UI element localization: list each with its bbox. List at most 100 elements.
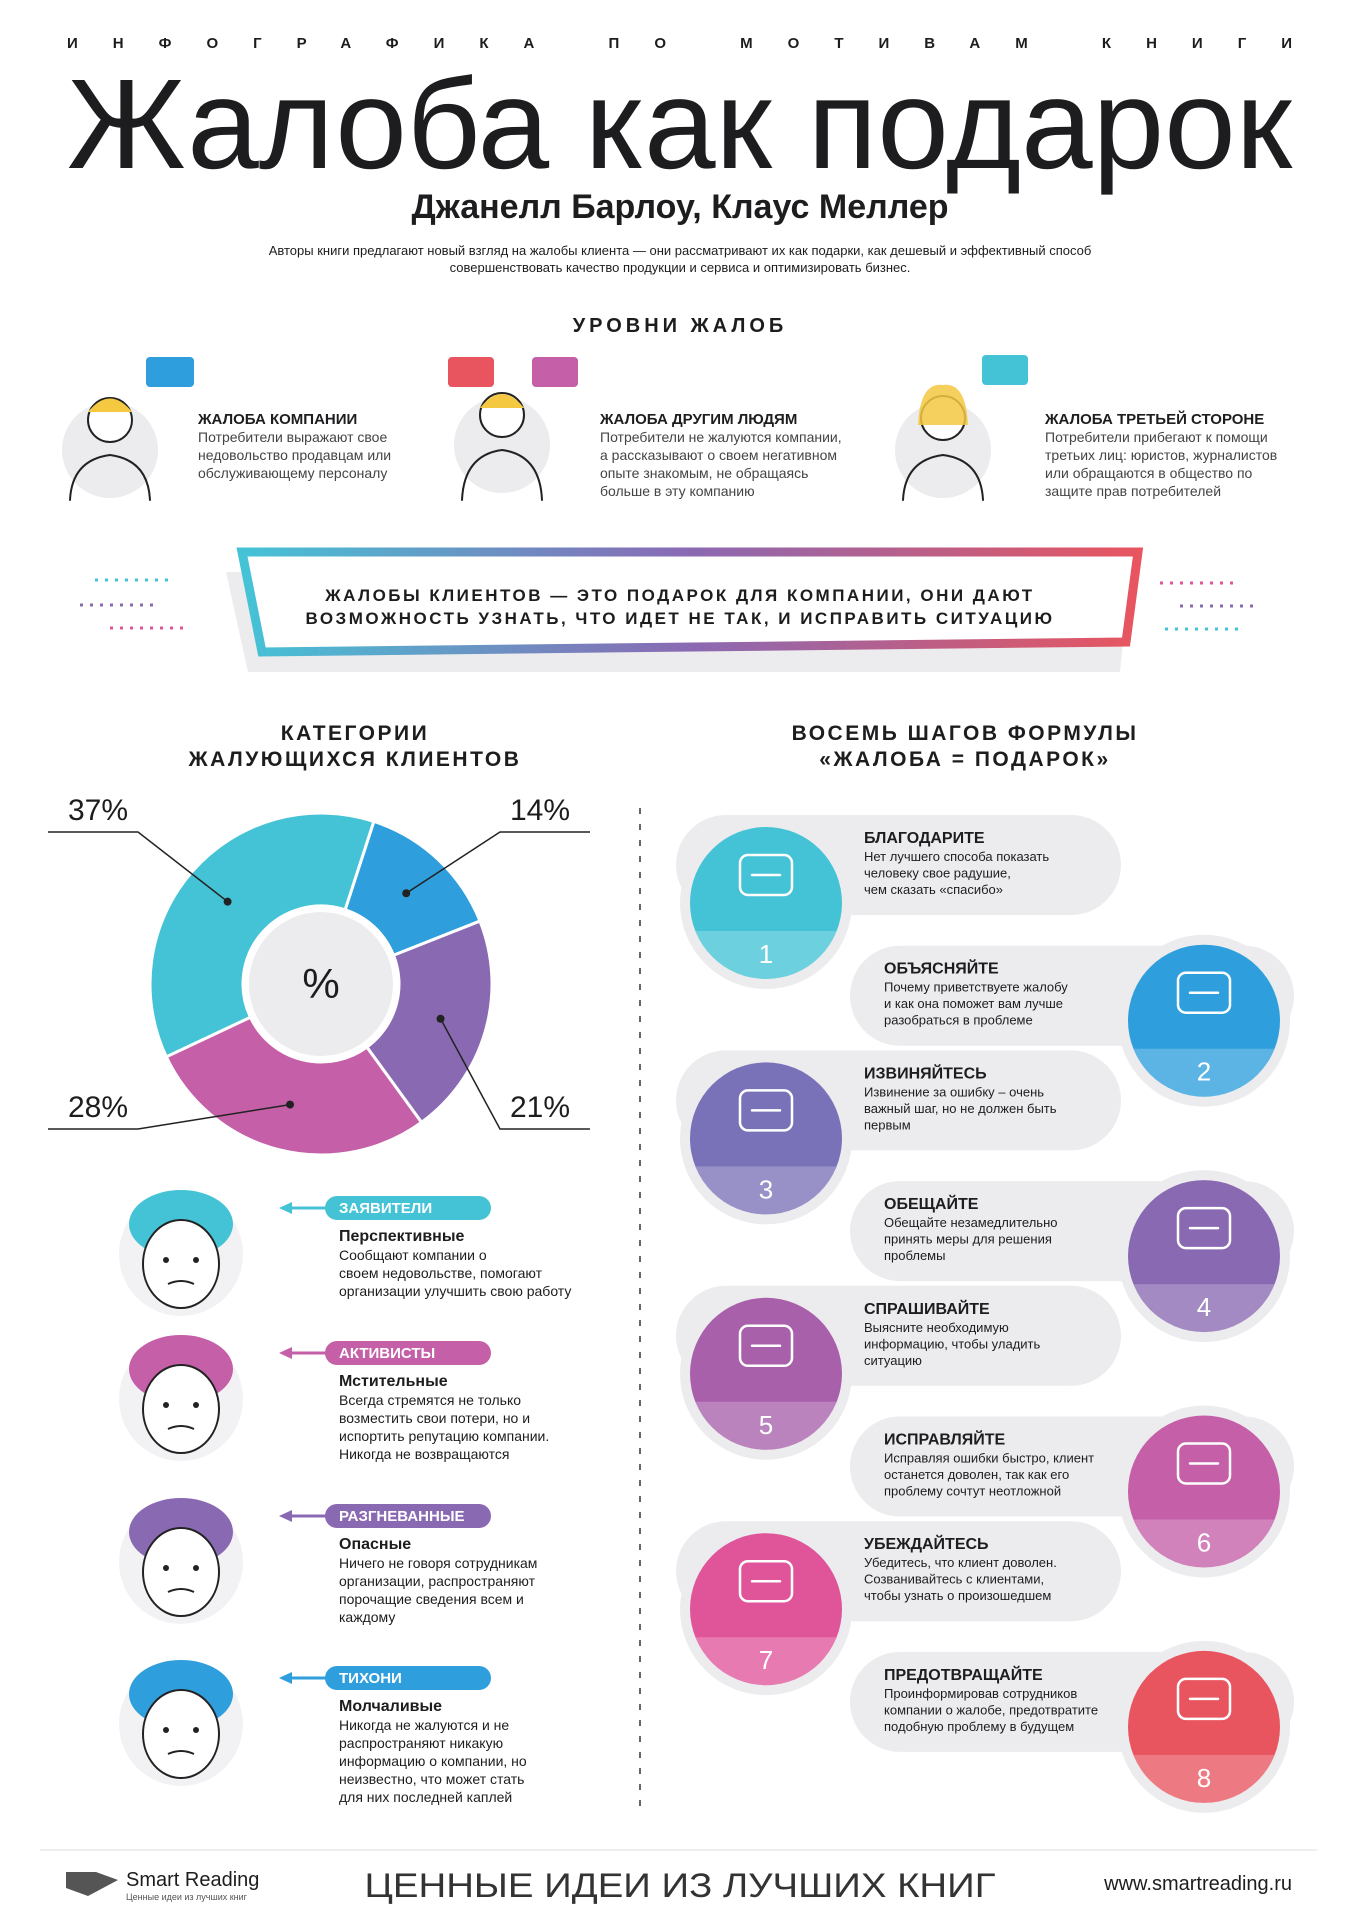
- description-line: Авторы книги предлагают новый взгляд на …: [269, 243, 1092, 258]
- customer-text: своем недовольстве, помогают: [339, 1265, 543, 1281]
- chart-title: ЖАЛУЮЩИХСЯ КЛИЕНТОВ: [188, 748, 522, 771]
- authors: Джанелл Барлоу, Клаус Меллер: [411, 188, 948, 226]
- customer-text: для них последней каплей: [339, 1789, 512, 1805]
- eye: [193, 1402, 199, 1408]
- step-circle-base: [1133, 1754, 1275, 1803]
- leader-line: [405, 831, 590, 894]
- mouth: [167, 1588, 195, 1593]
- tag-arrow: [279, 1347, 292, 1359]
- step-circle: [1128, 944, 1280, 1097]
- step-circle-base: [695, 931, 837, 980]
- step-circle: [1128, 1415, 1280, 1568]
- leader-line: [48, 1103, 291, 1130]
- customer-text: неизвестно, что может стать: [339, 1771, 524, 1787]
- step-circle: [1128, 1650, 1280, 1803]
- customer-text: информацию о компании, но: [339, 1753, 527, 1769]
- step-text: человеку свое радушие,: [864, 866, 1011, 881]
- brand: Smart Reading: [126, 1869, 259, 1891]
- mouth: [167, 1280, 195, 1285]
- tag-arrow: [279, 1510, 292, 1522]
- step-circle: [690, 827, 842, 979]
- level-text: третьих лиц: юристов, журналистов: [1045, 447, 1277, 463]
- leader-line: [48, 831, 229, 903]
- tag-pill: [325, 1504, 491, 1528]
- customer-text: организации, распространяют: [339, 1573, 536, 1589]
- customer-name: Мстительные: [339, 1373, 448, 1390]
- step-text: чем сказать «спасибо»: [864, 882, 1003, 897]
- step-number: 7: [759, 1645, 773, 1675]
- level-text: Потребители выражают свое: [198, 429, 387, 445]
- level-title: ЖАЛОБА ДРУГИМ ЛЮДЯМ: [599, 411, 797, 428]
- level-icons: [62, 355, 1028, 501]
- leader-dot: [223, 897, 232, 906]
- level-text: обслуживающему персоналу: [198, 465, 387, 481]
- step-circle-base: [1133, 1519, 1275, 1568]
- step-text: Выясните необходимую: [864, 1320, 1009, 1335]
- step-circle: [690, 1062, 842, 1215]
- tag-label: АКТИВИСТЫ: [339, 1345, 435, 1362]
- level-title: ЖАЛОБА ТРЕТЬЕЙ СТОРОНЕ: [1044, 410, 1264, 428]
- step-text: Проинформировав сотрудников: [884, 1686, 1077, 1701]
- pie-label: 37%: [68, 794, 128, 827]
- step-icon: [1176, 1677, 1232, 1721]
- pie-slice: [164, 1015, 424, 1157]
- step-circle-base: [695, 1637, 837, 1686]
- step-number: 1: [759, 939, 773, 969]
- customer-text: Никогда не возвращаются: [339, 1446, 509, 1462]
- tag-pill: [325, 1196, 491, 1220]
- customer-name: Молчаливые: [339, 1698, 442, 1715]
- customer-text: порочащие сведения всем и: [339, 1591, 524, 1607]
- leader-dot: [436, 1014, 445, 1023]
- chart-title: КАТЕГОРИИ: [281, 722, 429, 745]
- step-text: информацию, чтобы уладить: [864, 1336, 1040, 1351]
- step-text: проблемы: [884, 1248, 945, 1263]
- pie-slice: [364, 919, 494, 1125]
- step-circle: [690, 1297, 842, 1450]
- customer-text: каждому: [339, 1609, 395, 1625]
- step-icon: [738, 1089, 794, 1132]
- customer-text: возместить свои потери, но и: [339, 1410, 530, 1426]
- step-circle-base: [1133, 1048, 1275, 1097]
- tag-label: ЗАЯВИТЕЛИ: [339, 1200, 432, 1217]
- step-text: Убедитесь, что клиент доволен.: [864, 1555, 1057, 1570]
- step-title: СПРАШИВАЙТЕ: [864, 1299, 990, 1318]
- step-number: 4: [1197, 1292, 1211, 1322]
- tag-arrow: [279, 1672, 292, 1684]
- level-text: больше в эту компанию: [600, 483, 755, 499]
- step-text: проблему сочтут неотложной: [884, 1484, 1061, 1499]
- tag-pill: [325, 1341, 491, 1365]
- leader-dot: [286, 1100, 295, 1109]
- step-title: УБЕЖДАЙТЕСЬ: [864, 1534, 989, 1553]
- step-circle-base: [1133, 1284, 1275, 1333]
- eye: [193, 1727, 199, 1733]
- brand-tagline: Ценные идеи из лучших книг: [126, 1892, 248, 1902]
- step-number: 3: [759, 1174, 773, 1204]
- level-text: или обращаются в общество по: [1045, 465, 1253, 481]
- step-text: Обещайте незамедлительно: [884, 1215, 1057, 1230]
- pie-label: 21%: [510, 1091, 570, 1124]
- eye: [163, 1727, 169, 1733]
- eye: [193, 1565, 199, 1571]
- url: www.smartreading.ru: [1103, 1873, 1292, 1895]
- customer-text: распространяют никакую: [339, 1735, 503, 1751]
- step-icon: [1176, 1206, 1232, 1250]
- level-text: а рассказывают о своем негативном: [600, 447, 837, 463]
- customer-text: Ничего не говоря сотрудникам: [339, 1555, 537, 1571]
- step-text: компании о жалобе, предотвратите: [884, 1702, 1098, 1717]
- step-icon: [738, 1324, 794, 1368]
- step-title: ПРЕДОТВРАЩАЙТЕ: [884, 1665, 1043, 1684]
- face: [142, 1364, 220, 1454]
- kicker: ИНФОГРАФИКА ПО МОТИВАМ КНИГИ: [67, 35, 1292, 52]
- customer-name: Опасные: [339, 1536, 411, 1553]
- customer-name: Перспективные: [339, 1228, 464, 1245]
- pie-slice: [148, 811, 376, 1059]
- step-title: ИСПРАВЛЯЙТЕ: [884, 1430, 1006, 1449]
- face: [142, 1219, 220, 1309]
- step-title: ОБЕЩАЙТЕ: [884, 1194, 979, 1213]
- eye: [163, 1257, 169, 1263]
- step-circle: [1128, 1180, 1280, 1333]
- customer-text: Никогда не жалуются и не: [339, 1717, 509, 1733]
- steps-title: ВОСЕМЬ ШАГОВ ФОРМУЛЫ: [792, 722, 1139, 745]
- step-circle: [690, 1533, 842, 1686]
